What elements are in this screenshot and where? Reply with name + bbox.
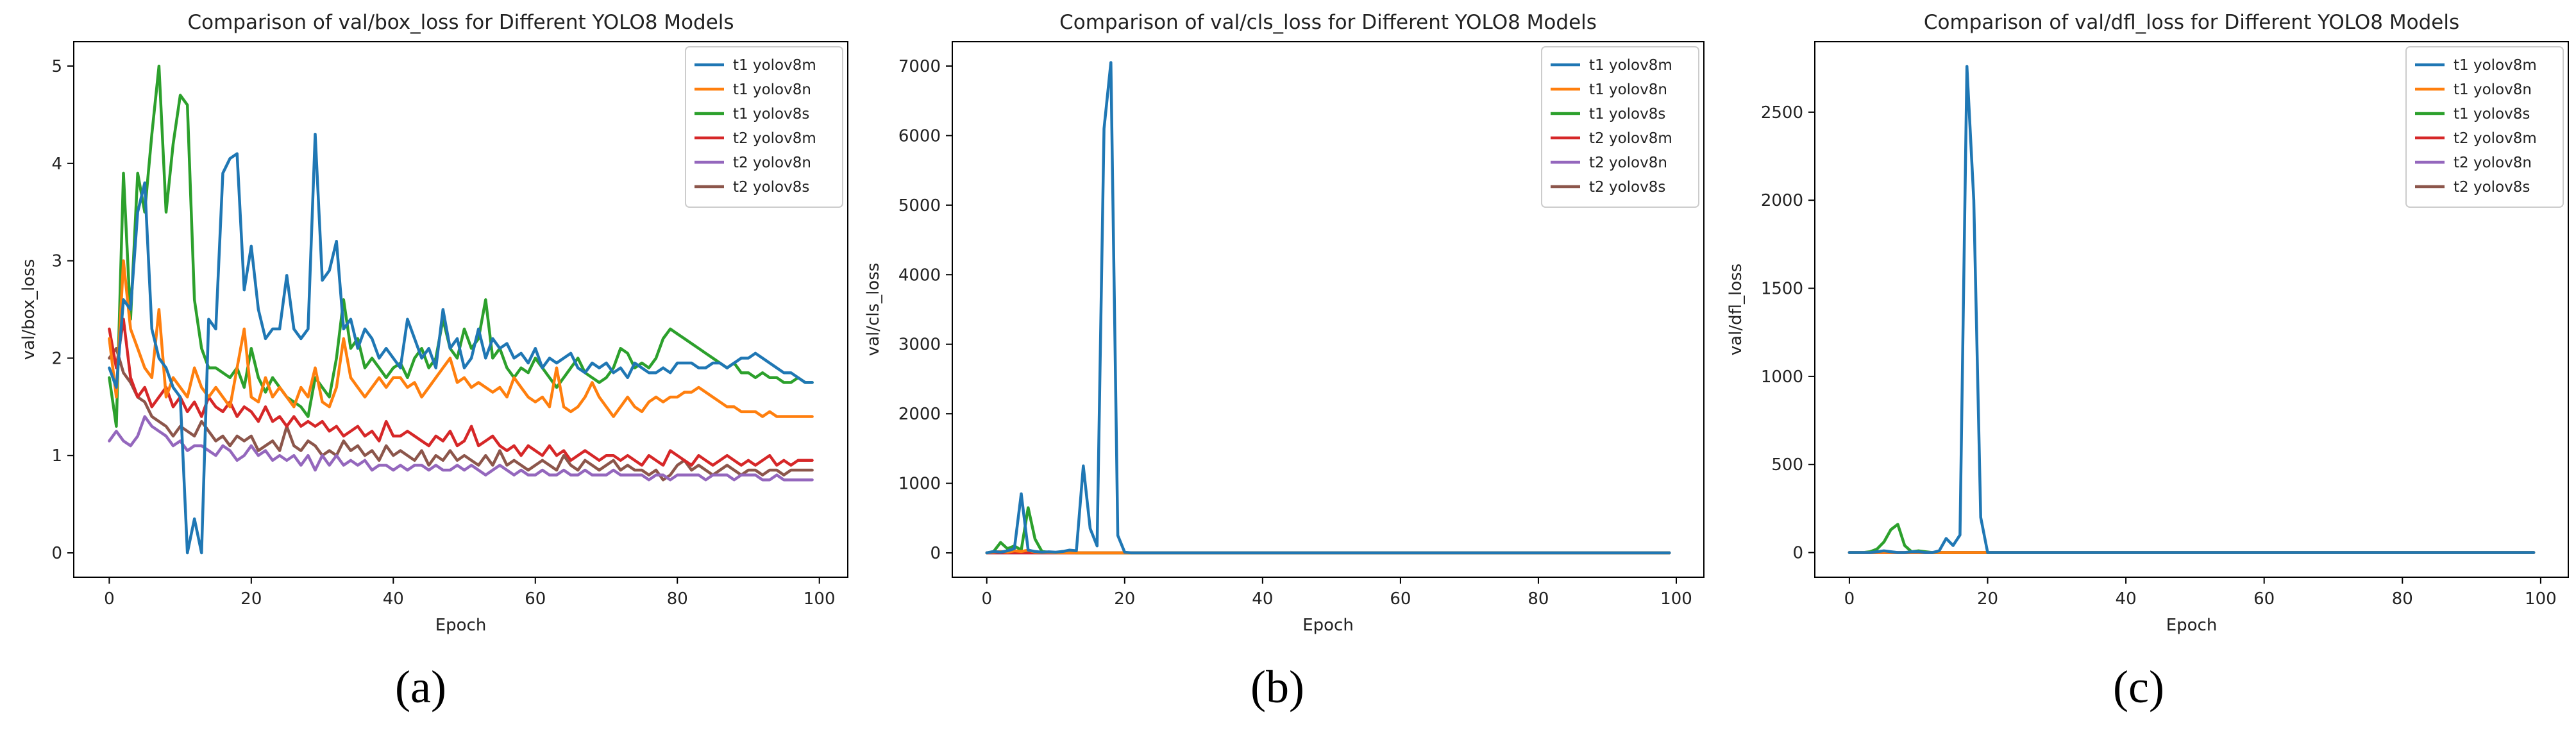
y-tick-label: 0 [51, 544, 62, 563]
axes-frame [73, 41, 848, 578]
y-tick-label: 3000 [898, 335, 941, 355]
panel-label-a: (a) [395, 661, 446, 713]
legend-entry: t1 yolov8s [733, 106, 809, 122]
y-tick-label: 1000 [1761, 368, 1803, 387]
legend-entry: t2 yolov8m [2454, 130, 2537, 147]
legend-entry: t1 yolov8s [1589, 106, 1665, 122]
legend-box [685, 46, 843, 208]
x-tick-label: 100 [2525, 589, 2557, 609]
chart-title: Comparison of val/dfl_loss for Different… [1924, 11, 2459, 34]
legend-box [1541, 46, 1699, 208]
y-tick-label: 0 [930, 544, 941, 563]
panel-label-c: (c) [2113, 661, 2164, 713]
x-tick-label: 80 [667, 589, 688, 609]
x-tick-label: 0 [1844, 589, 1855, 609]
y-tick-label: 0 [1792, 544, 1803, 563]
x-axis-label: Epoch [1302, 616, 1354, 635]
chart-3: 0 20 40 60 80 10005001000150020002500Comparis… [1726, 11, 2569, 635]
legend: t1 yolov8m t1 yolov8n t1 yolov8s t2 yolov8m… [685, 46, 843, 208]
y-tick-label: 5000 [898, 196, 941, 215]
axes-frame [1814, 41, 2569, 578]
legend-entry: t2 yolov8m [733, 130, 816, 147]
y-tick-label: 4000 [898, 266, 941, 285]
x-axis-label: Epoch [2166, 616, 2218, 635]
y-axis-label: val/dfl_loss [1726, 264, 1746, 355]
legend-entry: t1 yolov8n [1589, 81, 1667, 98]
legend-entry: t1 yolov8n [2454, 81, 2532, 98]
y-tick-label: 7000 [898, 57, 941, 76]
series-line-t2-yolov8s [108, 346, 814, 482]
legend-entry: t1 yolov8m [1589, 57, 1672, 74]
legend-entry: t2 yolov8m [1589, 130, 1672, 147]
legend-entry: t1 yolov8m [733, 57, 816, 74]
legend-box [2405, 46, 2564, 208]
y-axis-label: val/box_loss [19, 259, 38, 360]
series-line-t2-yolov8n [108, 415, 814, 482]
x-axis-label: Epoch [435, 616, 487, 635]
chart-title: Comparison of val/box_loss for Different… [187, 11, 734, 34]
x-tick-label: 40 [1252, 589, 1273, 609]
series-line-t1-yolov8m [985, 61, 1671, 555]
series-group [108, 64, 814, 555]
y-tick-label: 3 [51, 252, 62, 271]
x-tick-label: 80 [2392, 589, 2413, 609]
legend-entry: t2 yolov8n [1589, 155, 1667, 171]
legend-entry: t2 yolov8s [1589, 179, 1665, 196]
x-tick-label: 0 [981, 589, 992, 609]
legend: t1 yolov8m t1 yolov8n t1 yolov8s t2 yolov8m… [2405, 46, 2564, 208]
x-tick-label: 80 [1528, 589, 1549, 609]
chart-2: 0 20 40 60 80 1000100020003000400050006000700… [864, 11, 1705, 635]
legend-entry: t1 yolov8m [2454, 57, 2537, 74]
x-tick-label: 60 [2253, 589, 2275, 609]
x-tick-label: 60 [1390, 589, 1411, 609]
y-tick-label: 6000 [898, 126, 941, 146]
series-group [1848, 65, 2536, 554]
y-tick-label: 2000 [898, 405, 941, 424]
y-tick-label: 2000 [1761, 191, 1803, 210]
series-line-t1-yolov8s [108, 64, 814, 428]
x-tick-label: 20 [240, 589, 262, 609]
series-group [985, 61, 1671, 555]
legend: t1 yolov8m t1 yolov8n t1 yolov8s t2 yolov8m… [1541, 46, 1699, 208]
x-tick-label: 40 [2116, 589, 2137, 609]
panel-label-b: (b) [1250, 661, 1304, 713]
y-tick-label: 1 [51, 446, 62, 466]
y-tick-label: 2 [51, 349, 62, 368]
y-tick-label: 1000 [898, 475, 941, 494]
series-line-t1-yolov8s [1848, 523, 2536, 554]
y-tick-label: 500 [1771, 455, 1803, 475]
x-tick-label: 20 [1114, 589, 1135, 609]
legend-entry: t2 yolov8s [733, 179, 809, 196]
axes-frame [952, 41, 1705, 578]
chart-1: 0 20 40 60 80 100 0 1 2 3 4 5 Comparison of val/box_… [19, 11, 848, 635]
x-tick-label: 60 [525, 589, 546, 609]
chart-title: Comparison of val/cls_loss for Different… [1059, 11, 1597, 34]
legend-entry: t2 yolov8n [2454, 155, 2532, 171]
series-line-t1-yolov8n [108, 259, 814, 418]
series-line-t1-yolov8m [108, 132, 814, 555]
legend-entry: t1 yolov8n [733, 81, 811, 98]
x-tick-label: 100 [804, 589, 836, 609]
x-tick-label: 100 [1660, 589, 1692, 609]
series-line-t2-yolov8m [108, 317, 814, 467]
legend-entry: t2 yolov8n [733, 155, 811, 171]
x-tick-label: 0 [104, 589, 115, 609]
legend-entry: t1 yolov8s [2454, 106, 2530, 122]
y-tick-label: 5 [51, 57, 62, 76]
legend-entry: t2 yolov8s [2454, 179, 2530, 196]
y-axis-label: val/cls_loss [864, 263, 883, 357]
y-tick-label: 1500 [1761, 280, 1803, 299]
series-line-t1-yolov8m [1848, 65, 2536, 554]
y-tick-label: 2500 [1761, 103, 1803, 122]
x-tick-label: 20 [1977, 589, 1998, 609]
x-tick-label: 40 [383, 589, 404, 609]
y-tick-label: 4 [51, 155, 62, 174]
